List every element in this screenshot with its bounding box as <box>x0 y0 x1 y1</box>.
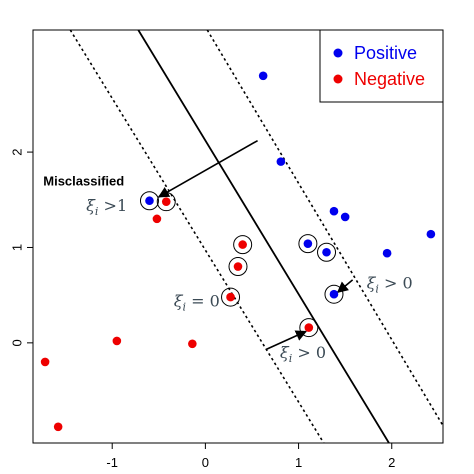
negative-support-ring <box>221 287 241 307</box>
legend-box <box>319 29 444 103</box>
slack-label-1: ξi >1 <box>86 196 127 218</box>
positive-support-ring <box>317 242 337 262</box>
positive-point <box>426 229 436 239</box>
negative-point <box>238 240 247 249</box>
slack-label-2: ξi = 0 <box>174 292 220 314</box>
plot-arrows-layer <box>157 139 354 351</box>
y-tick-label: 0 <box>9 339 24 346</box>
negative-point <box>53 422 63 432</box>
plot-points-layer <box>40 71 436 432</box>
negative-point <box>304 323 314 332</box>
negative-support-ring <box>156 192 176 212</box>
plot-annotations-layer: Misclassified ξi >1 ξi = 0 ξi > 0 ξi > 0 <box>43 173 412 365</box>
positive-point <box>340 212 350 222</box>
positive-point <box>382 248 392 258</box>
positive-point <box>322 247 331 257</box>
positive-point <box>276 157 286 166</box>
positive-support-ring <box>139 191 159 211</box>
negative-support-ring <box>233 235 253 255</box>
margin-line-2 <box>206 30 443 428</box>
negative-point <box>226 292 235 302</box>
negative-support-ring <box>299 318 319 338</box>
misclassified-label: Misclassified <box>43 173 124 188</box>
legend-swatch-positive <box>333 48 343 58</box>
plot-frame <box>32 29 444 444</box>
positive-support-ring <box>298 234 318 254</box>
margin-line-1 <box>69 30 325 443</box>
x-tick-label: 1 <box>295 455 302 470</box>
negative-point <box>40 357 50 367</box>
positive-point <box>145 196 154 206</box>
negative-point <box>188 339 197 349</box>
positive-support-ring <box>324 284 344 304</box>
positive-point <box>329 206 339 216</box>
negative-point <box>161 197 171 206</box>
slack-label-4: ξi > 0 <box>367 273 413 295</box>
legend-label-negative: Negative <box>354 69 425 89</box>
y-tick-label: 1 <box>9 244 24 251</box>
plot-lines-layer <box>69 30 443 443</box>
slack-arrow-2 <box>336 279 354 294</box>
decision-boundary-line <box>137 30 390 443</box>
negative-support-ring <box>228 257 248 277</box>
slack-arrow-1 <box>265 330 308 351</box>
positive-point <box>329 289 339 299</box>
x-tick-label: -1 <box>106 455 118 470</box>
y-tick-label: 2 <box>9 148 24 155</box>
legend-label-positive: Positive <box>354 43 417 63</box>
negative-point <box>233 262 243 271</box>
slack-label-3: ξi > 0 <box>280 343 326 365</box>
x-tick-label: 0 <box>202 455 209 470</box>
legend: Positive Negative <box>319 29 444 103</box>
axes-layer: -1 0 1 2 0 1 2 <box>9 148 395 470</box>
positive-point <box>303 239 313 248</box>
negative-point <box>152 214 162 224</box>
slack-arrow-0 <box>157 139 258 198</box>
x-tick-label: 2 <box>388 455 395 470</box>
legend-swatch-negative <box>333 74 343 84</box>
negative-point <box>112 336 122 346</box>
positive-point <box>258 71 268 81</box>
